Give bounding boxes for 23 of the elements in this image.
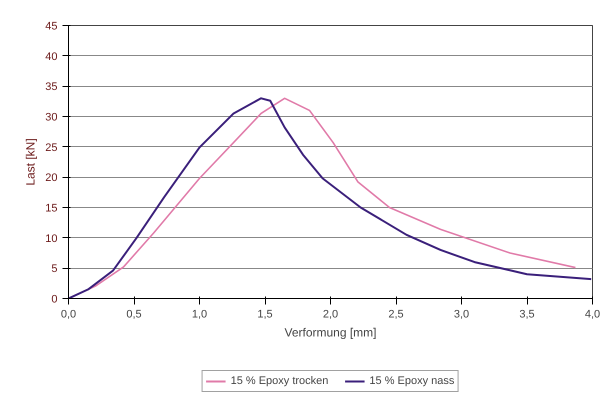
x-tick-label: 2,0 xyxy=(322,308,338,320)
x-axis-title: Verformung [mm] xyxy=(284,326,377,340)
y-tick-label: 20 xyxy=(45,172,58,184)
y-axis-title: Last [kN] xyxy=(23,138,38,186)
x-tick-label: 3,5 xyxy=(519,308,535,320)
y-tick-label: 45 xyxy=(45,20,58,32)
y-tick-label: 25 xyxy=(45,142,58,154)
x-tick-label: 4,0 xyxy=(584,308,600,320)
x-tick-label: 2,5 xyxy=(388,308,404,320)
x-tick-label: 0,0 xyxy=(60,308,76,320)
x-tick-label: 1,5 xyxy=(257,308,273,320)
y-tick-label: 35 xyxy=(45,81,58,94)
y-tick-label: 0 xyxy=(51,294,58,306)
y-tick-label: 15 xyxy=(45,202,58,214)
x-tick-label: 3,0 xyxy=(454,308,470,320)
y-tick-label: 30 xyxy=(45,112,58,124)
legend-label: 15 % Epoxy nass xyxy=(369,374,454,388)
y-tick-label: 5 xyxy=(51,263,58,276)
x-tick-label: 1,0 xyxy=(192,308,208,320)
y-tick-label: 10 xyxy=(45,232,58,245)
x-tick-label: 0,5 xyxy=(126,308,142,320)
y-tick-label: 40 xyxy=(45,50,58,63)
legend-label: 15 % Epoxy trocken xyxy=(230,374,328,388)
